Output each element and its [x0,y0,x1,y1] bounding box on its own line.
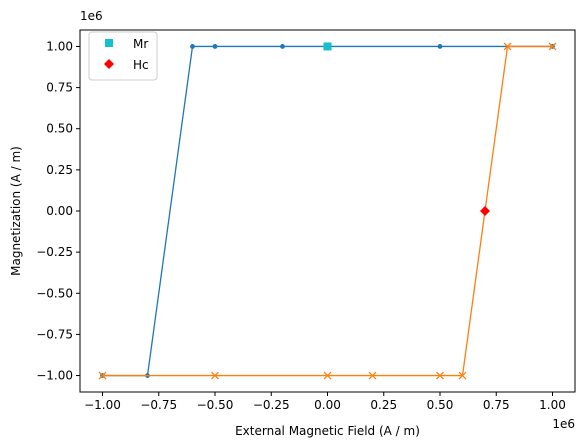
y-tick-label: 0.00 [46,204,73,218]
y-offset-label: 1e6 [80,9,103,23]
x-tick-label: 0.00 [314,398,341,412]
y-tick-label: 1.00 [46,39,73,53]
x-tick-label: −1.00 [84,398,121,412]
data-point [368,371,377,380]
x-tick-label: 0.25 [370,398,397,412]
data-point [98,371,107,380]
series-1 [98,42,557,380]
legend-marker-mr [105,39,113,47]
y-tick-label: −0.75 [36,327,73,341]
x-axis-ticks: −1.00 −0.75 −0.50 −0.25 0.00 0.25 0.50 0.75 1.00 [84,392,566,412]
x-tick-label: 0.50 [427,398,454,412]
y-axis-label: Magnetization (A / m) [9,146,23,276]
y-tick-label: −0.50 [36,286,73,300]
legend-marker-hc [104,59,114,69]
x-axis-label: External Magnetic Field (A / m) [235,424,420,438]
y-axis-ticks: 1.00 0.75 0.50 0.25 0.00 −0.25 −0.50 −0.75 −1.00 [36,39,80,383]
x-tick-label: 0.75 [483,398,510,412]
series-3 [480,206,490,216]
y-tick-label: 0.25 [46,163,73,177]
data-point [436,371,444,380]
data-point [437,44,443,49]
data-point [548,42,557,51]
data-point [212,44,218,49]
data-point [503,42,512,51]
legend-label-hc: Hc [133,58,149,72]
legend: Mr Hc [88,31,158,81]
y-tick-label: 0.50 [46,122,73,136]
data-point-mr [323,42,332,51]
x-tick-label: −0.25 [253,398,290,412]
series-2 [323,42,332,51]
x-tick-label: 1.00 [539,398,566,412]
y-tick-label: −1.00 [36,369,73,383]
data-point [323,371,332,380]
x-tick-label: −0.50 [197,398,234,412]
data-point [190,44,195,49]
plot-area [80,30,575,392]
data-point-hc [480,206,490,216]
legend-label-mr: Mr [133,37,148,51]
series-layer [98,42,557,380]
data-point [458,371,467,380]
data-point [211,371,219,380]
y-tick-label: −0.25 [36,245,73,259]
data-point [280,44,285,49]
y-tick-label: 0.75 [46,81,73,95]
series-line [102,45,553,377]
x-offset-label: 1e6 [552,417,575,431]
x-tick-label: −0.75 [140,398,177,412]
